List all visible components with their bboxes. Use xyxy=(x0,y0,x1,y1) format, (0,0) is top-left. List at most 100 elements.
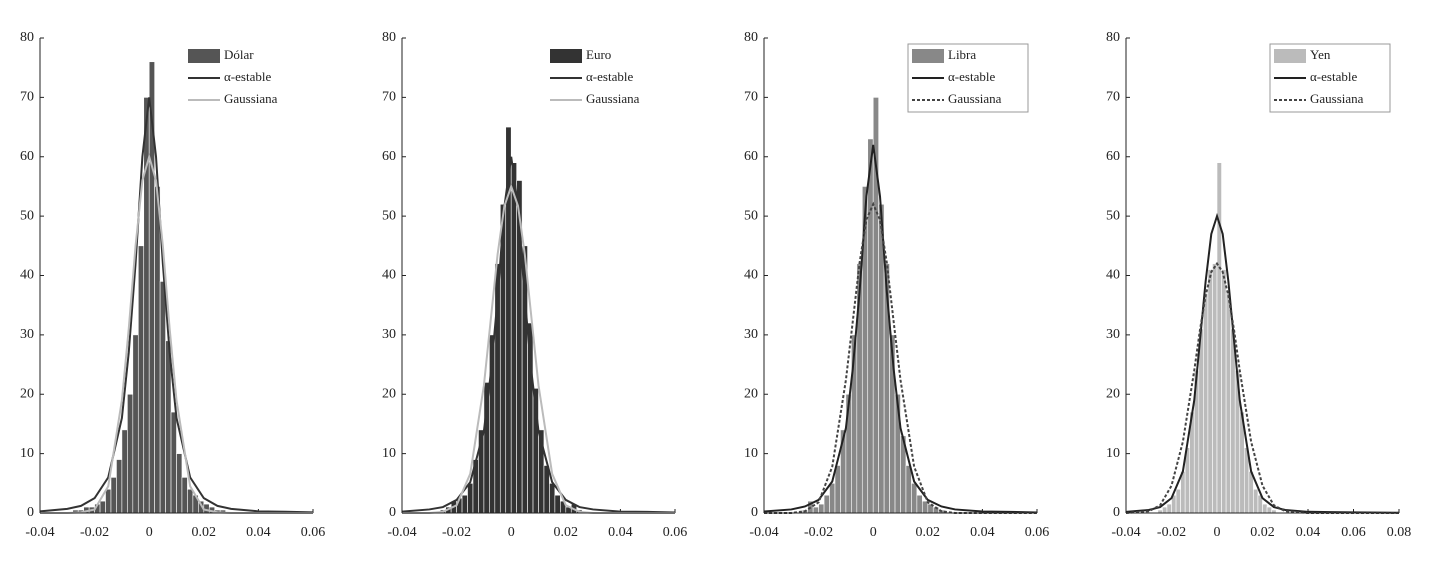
y-tick-label: 0 xyxy=(751,505,758,520)
histogram-bar xyxy=(1225,293,1231,514)
histogram-bar xyxy=(1230,328,1236,514)
histogram-bar xyxy=(1212,263,1218,514)
legend-label: Gaussiana xyxy=(586,91,640,106)
density-curve xyxy=(1125,212,1400,514)
x-tick-label: 0.04 xyxy=(608,525,633,540)
histogram-bar xyxy=(1162,506,1168,514)
x-tick-label: 0.06 xyxy=(1025,525,1050,540)
x-tick-label: 0 xyxy=(508,525,515,540)
x-tick-label: 0.04 xyxy=(970,525,995,540)
legend-label: α-estable xyxy=(224,69,271,84)
x-tick-label: -0.04 xyxy=(749,525,778,540)
legend-swatch xyxy=(912,49,944,63)
histogram-bar xyxy=(203,503,210,514)
density-curve xyxy=(764,201,1037,514)
histogram-bar xyxy=(170,411,177,514)
histogram-bar xyxy=(818,503,825,514)
y-tick-label: 0 xyxy=(1113,505,1120,520)
histogram-bar xyxy=(1198,328,1204,514)
y-tick-label: 20 xyxy=(1106,386,1120,401)
x-tick-label: 0.04 xyxy=(246,525,271,540)
x-tick-label: -0.02 xyxy=(442,525,471,540)
y-tick-label: 50 xyxy=(382,208,396,223)
x-tick-label: -0.04 xyxy=(25,525,54,540)
histogram-bar xyxy=(187,488,194,514)
histogram-bar xyxy=(1207,269,1213,514)
x-tick-label: 0 xyxy=(1214,525,1221,540)
x-tick-label: 0.02 xyxy=(1250,525,1275,540)
y-tick-label: 30 xyxy=(744,327,758,342)
histogram-bar xyxy=(916,494,923,514)
density-curve xyxy=(1125,261,1399,514)
y-tick-label: 40 xyxy=(382,268,396,283)
x-tick-label: 0.06 xyxy=(663,525,688,540)
y-tick-label: 70 xyxy=(382,90,396,105)
legend-label: Libra xyxy=(948,47,976,62)
x-tick-label: 0.06 xyxy=(301,525,326,540)
histogram-bar xyxy=(105,488,112,514)
histogram-bar xyxy=(132,334,139,514)
histogram-bar xyxy=(812,506,819,514)
histogram-bar xyxy=(99,500,106,514)
histogram-bar xyxy=(159,281,166,514)
histogram-bar xyxy=(905,465,912,514)
legend-label: Gaussiana xyxy=(948,91,1002,106)
x-tick-label: -0.02 xyxy=(804,525,833,540)
legend-label: Euro xyxy=(586,47,611,62)
histogram-bar xyxy=(154,186,161,514)
y-tick-label: 80 xyxy=(1106,30,1120,45)
x-tick-label: -0.02 xyxy=(80,525,109,540)
histogram-bar xyxy=(1266,506,1272,514)
x-tick-label: 0.02 xyxy=(192,525,217,540)
y-tick-label: 30 xyxy=(1106,327,1120,342)
histogram-bar xyxy=(834,465,841,514)
y-tick-label: 40 xyxy=(1106,268,1120,283)
x-tick-label: -0.02 xyxy=(1157,525,1186,540)
histogram-bar xyxy=(1262,503,1268,514)
histogram-bar xyxy=(137,245,145,514)
y-tick-label: 70 xyxy=(1106,90,1120,105)
y-tick-label: 30 xyxy=(382,327,396,342)
histogram-bar xyxy=(549,483,556,514)
y-tick-label: 40 xyxy=(20,268,34,283)
histogram-bar xyxy=(1203,293,1209,514)
histogram-bar xyxy=(554,494,561,514)
y-tick-label: 60 xyxy=(382,149,396,164)
y-tick-label: 80 xyxy=(744,30,758,45)
y-tick-label: 30 xyxy=(20,327,34,342)
x-tick-label: 0.04 xyxy=(1296,525,1321,540)
y-tick-label: 0 xyxy=(389,505,396,520)
legend-label: α-estable xyxy=(948,69,995,84)
x-tick-label: 0.08 xyxy=(1387,525,1412,540)
histogram-bar xyxy=(867,138,874,514)
y-tick-label: 20 xyxy=(744,386,758,401)
histogram-bar xyxy=(911,483,918,514)
y-tick-label: 40 xyxy=(744,268,758,283)
legend-label: Gaussiana xyxy=(224,91,278,106)
legend-label: α-estable xyxy=(586,69,633,84)
x-tick-label: 0.02 xyxy=(916,525,941,540)
histogram-bar xyxy=(127,393,134,514)
histogram-bar xyxy=(467,483,474,514)
x-tick-label: 0 xyxy=(146,525,153,540)
histogram-bar xyxy=(829,483,836,514)
y-tick-label: 10 xyxy=(382,446,396,461)
y-tick-label: 0 xyxy=(27,505,34,520)
histogram-bar xyxy=(176,453,183,514)
density-curve xyxy=(763,144,1038,514)
histogram-bar xyxy=(110,477,117,514)
legend-label: Gaussiana xyxy=(1310,91,1364,106)
y-tick-label: 50 xyxy=(20,208,34,223)
legend-swatch xyxy=(1274,49,1306,63)
y-tick-label: 10 xyxy=(744,446,758,461)
y-tick-label: 60 xyxy=(1106,149,1120,164)
histogram-bar xyxy=(1253,488,1259,514)
y-tick-label: 80 xyxy=(382,30,396,45)
y-tick-label: 70 xyxy=(20,90,34,105)
x-tick-label: -0.04 xyxy=(1111,525,1140,540)
density-curve xyxy=(39,97,314,514)
histogram-bar xyxy=(1221,269,1227,514)
y-tick-label: 60 xyxy=(744,149,758,164)
legend-label: Yen xyxy=(1310,47,1331,62)
